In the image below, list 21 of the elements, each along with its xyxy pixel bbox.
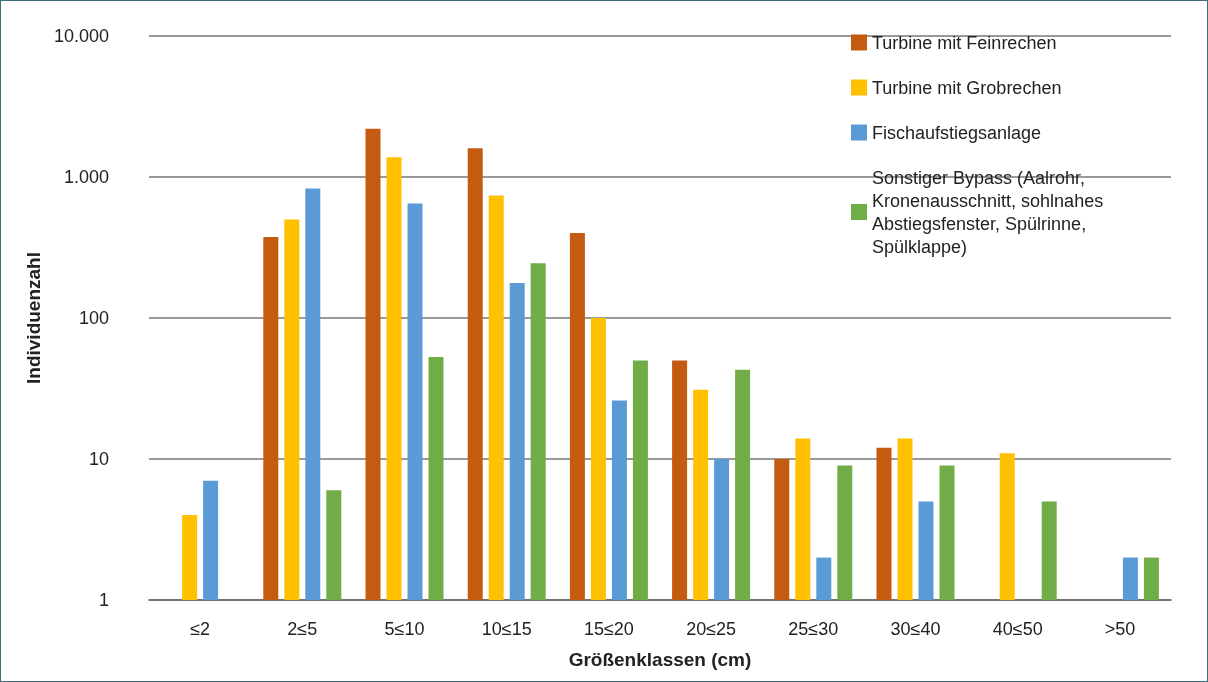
legend-label: Turbine mit Grobrechen: [872, 77, 1062, 98]
x-tick-label: 15≤20: [583, 619, 634, 639]
y-tick-label: 100: [78, 308, 109, 328]
x-tick-label: 10≤15: [481, 619, 532, 639]
x-tick-label: ≤2: [190, 619, 211, 639]
x-tick-label: 30≤40: [890, 619, 941, 639]
y-axis-title: Individuenzahl: [23, 252, 45, 384]
y-tick-label: 10: [88, 449, 109, 469]
x-tick-label: 5≤10: [384, 619, 425, 639]
y-tick-label: 10.000: [53, 26, 109, 46]
legend-label: Fischaufstiegsanlage: [872, 122, 1042, 143]
y-tick-label: 1.000: [63, 167, 109, 187]
legend-label: Turbine mit Feinrechen: [872, 32, 1057, 53]
x-tick-label: 25≤30: [788, 619, 839, 639]
legend-label: Sonstiger Bypass (Aalrohr, Kronenausschnitt, sohlnahes Abstiegsfenster, Spülrinne, Spülklappe): [872, 167, 1109, 257]
x-tick-label: 40≤50: [992, 619, 1043, 639]
x-axis-title: Größenklassen (cm): [568, 649, 752, 670]
x-tick-label: 20≤25: [686, 619, 737, 639]
x-tick-label: >50: [1104, 619, 1136, 639]
x-tick-label: 2≤5: [287, 619, 318, 639]
y-tick-label: 1: [98, 590, 109, 610]
